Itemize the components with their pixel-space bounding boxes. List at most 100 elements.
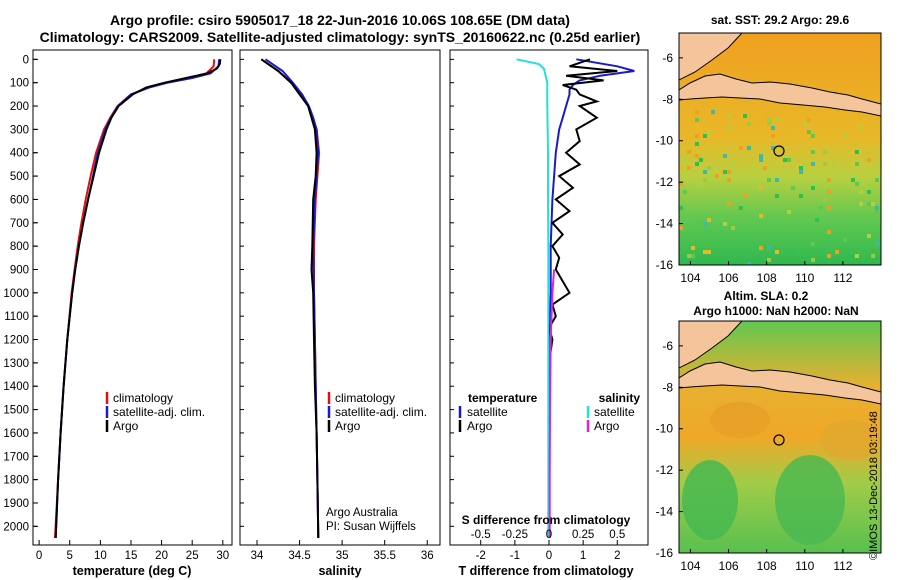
map-xtick-label: 108 bbox=[757, 559, 777, 573]
sst-cell bbox=[767, 122, 771, 126]
depth-tick-label: 900 bbox=[10, 264, 29, 276]
sst-cell bbox=[727, 126, 731, 130]
depth-tick-label: 600 bbox=[10, 194, 29, 206]
difference-top-tick-label: -0.25 bbox=[502, 529, 528, 541]
depth-tick-label: 1600 bbox=[3, 428, 29, 440]
sst-cell bbox=[811, 258, 815, 262]
legend-satellite-label: satellite-adj. clim. bbox=[335, 405, 427, 419]
depth-tick-label: 1800 bbox=[3, 475, 29, 487]
sst-cell bbox=[703, 222, 707, 226]
sst-cell bbox=[767, 258, 771, 262]
sst-cell bbox=[819, 206, 823, 210]
sla-blob bbox=[682, 460, 738, 540]
sst-cell bbox=[719, 170, 723, 174]
sst-cell bbox=[771, 190, 775, 194]
sst-cell bbox=[695, 154, 699, 158]
sst-cell bbox=[759, 246, 763, 250]
sst-cell bbox=[771, 134, 775, 138]
sst-cell bbox=[679, 182, 683, 186]
sst-cell bbox=[723, 222, 727, 226]
difference-panel: -2 -1 0 1 2 -0.5 -0.25 0 0.25 0.5 T difference fr… bbox=[449, 49, 649, 578]
depth-tick-label: 300 bbox=[10, 124, 29, 136]
differences-series-salinity-argo bbox=[548, 269, 556, 538]
sst-cell bbox=[827, 178, 831, 182]
map-xtick-label: 110 bbox=[795, 559, 814, 573]
sst-cell bbox=[799, 194, 803, 198]
sst-cell bbox=[739, 114, 743, 118]
salinity-series-argo bbox=[260, 58, 320, 539]
depth-tick-label: 1000 bbox=[3, 288, 29, 300]
legend-temperature-title: temperature bbox=[468, 391, 538, 405]
temperature-plot-area bbox=[32, 49, 233, 546]
sst-cell bbox=[835, 218, 839, 222]
sst-cell bbox=[703, 134, 707, 138]
differences-series-temperature-satellite bbox=[548, 58, 635, 538]
sst-cell bbox=[707, 130, 711, 134]
sst-cell bbox=[823, 198, 827, 202]
temperature-xtick-label: 10 bbox=[94, 550, 107, 562]
sst-cell bbox=[707, 250, 711, 254]
sst-cell bbox=[739, 206, 743, 210]
depth-tick-label: 500 bbox=[10, 171, 29, 183]
map-ytick-label: -10 bbox=[656, 134, 674, 148]
sst-cell bbox=[695, 134, 699, 138]
temperature-series-argo bbox=[54, 59, 222, 539]
depth-tick-label: 700 bbox=[10, 218, 29, 230]
sst-cell bbox=[679, 226, 683, 230]
map-ytick-label: -10 bbox=[656, 422, 674, 436]
sst-cell bbox=[871, 202, 875, 206]
depth-tick-label: 1300 bbox=[3, 358, 29, 370]
sst-cell bbox=[811, 242, 815, 246]
sst-cell bbox=[759, 154, 763, 158]
sst-cell bbox=[731, 226, 735, 230]
temperature-xtick-label: 30 bbox=[216, 550, 229, 562]
map-xtick-label: 112 bbox=[833, 271, 852, 285]
map-ytick-label: -14 bbox=[656, 217, 674, 231]
sst-cell bbox=[787, 158, 791, 162]
sst-cell bbox=[791, 250, 795, 254]
sla-land-sumatra bbox=[679, 321, 743, 369]
sst-cell bbox=[859, 126, 863, 130]
depth-tick-label: 1500 bbox=[3, 405, 29, 417]
map-xtick-label: 104 bbox=[680, 271, 700, 285]
difference-top-tick-label: -0.5 bbox=[471, 529, 491, 541]
sst-cell bbox=[875, 210, 879, 214]
sst-cell bbox=[771, 146, 775, 150]
sst-cell bbox=[775, 178, 779, 182]
sst-cell bbox=[867, 234, 871, 238]
sst-cell bbox=[743, 114, 747, 118]
sst-cell bbox=[731, 162, 735, 166]
sst-cell bbox=[699, 158, 703, 162]
sla-blob bbox=[775, 455, 845, 545]
map-xtick-label: 112 bbox=[833, 559, 852, 573]
sst-cell bbox=[771, 126, 775, 130]
sst-cell bbox=[759, 186, 763, 190]
sst-cell bbox=[703, 178, 707, 182]
sst-cell bbox=[875, 242, 879, 246]
sst-cell bbox=[723, 154, 727, 158]
sst-cell bbox=[867, 158, 871, 162]
sst-cell bbox=[759, 158, 763, 162]
sst-cell bbox=[747, 262, 751, 265]
sst-cell bbox=[727, 202, 731, 206]
sst-cells bbox=[679, 110, 879, 265]
sla-blob bbox=[820, 420, 880, 460]
sst-cell bbox=[775, 250, 779, 254]
depth-tick-label: 1900 bbox=[3, 498, 29, 510]
sst-land-java bbox=[679, 73, 881, 117]
temperature-legend: climatology satellite-adj. clim. Argo bbox=[105, 391, 205, 433]
sst-cell bbox=[855, 254, 859, 258]
map-xtick-label: 106 bbox=[719, 271, 739, 285]
sst-cell bbox=[803, 166, 807, 170]
difference-top-tick-label: 0.25 bbox=[572, 529, 594, 541]
sst-cell bbox=[739, 146, 743, 150]
temperature-xtick-label: 5 bbox=[67, 550, 73, 562]
depth-tick-label: 1700 bbox=[3, 451, 29, 463]
sst-cell bbox=[811, 186, 815, 190]
sst-cell bbox=[823, 150, 827, 154]
legend-t-argo-label: Argo bbox=[467, 419, 493, 433]
map-xtick-label: 108 bbox=[757, 271, 777, 285]
sst-land-sumatra bbox=[679, 33, 743, 81]
sst-cell bbox=[699, 182, 703, 186]
imos-credit: ©IMOS 13-Dec-2018 03:19:48 bbox=[868, 411, 880, 560]
